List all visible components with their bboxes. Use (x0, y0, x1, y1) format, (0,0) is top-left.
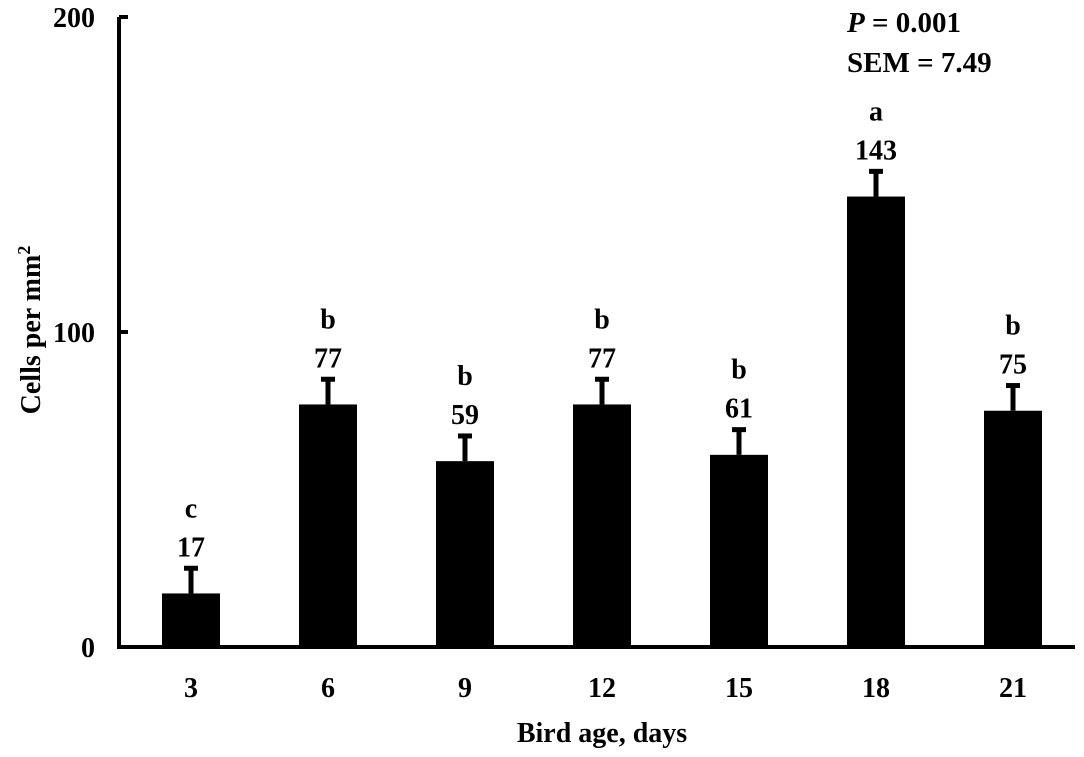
sem-annotation: SEM = 7.49 (847, 47, 992, 79)
x-tick-label: 6 (321, 673, 335, 704)
data-label-value: 143 (855, 135, 897, 166)
data-label-letter: b (594, 304, 610, 335)
data-label-letter: c (185, 493, 197, 524)
bar (710, 454, 768, 647)
x-tick-label: 9 (458, 673, 472, 704)
y-axis-title: Cells per mm2 (14, 246, 47, 415)
bar (847, 196, 905, 648)
x-ticks-layer: 3 6 9 12 15 18 21 (184, 673, 1027, 704)
bar (299, 404, 357, 647)
bar (162, 593, 220, 647)
bar (573, 404, 631, 647)
error-bars-layer (184, 168, 1020, 594)
bar (984, 410, 1042, 647)
data-labels-layer: 17 c 77 b 59 b 77 b 61 b 143 a 75 b (177, 96, 1027, 563)
p-symbol: P (846, 7, 865, 39)
data-label-value: 75 (999, 350, 1027, 381)
data-label-letter: a (869, 96, 883, 127)
y-tick-label: 100 (53, 318, 95, 349)
x-tick-label: 12 (588, 673, 616, 704)
data-label-value: 77 (588, 343, 616, 374)
x-axis-title: Bird age, days (517, 718, 687, 749)
x-tick-label: 21 (999, 673, 1027, 704)
data-label-value: 61 (725, 394, 753, 425)
x-tick-label: 18 (862, 673, 890, 704)
p-value: = 0.001 (865, 7, 961, 39)
data-label-value: 59 (451, 400, 479, 431)
x-tick-label: 3 (184, 673, 198, 704)
p-value-annotation: P = 0.001 (846, 7, 961, 39)
data-label-letter: b (1005, 311, 1021, 342)
data-label-letter: b (731, 355, 747, 386)
data-label-value: 77 (314, 343, 342, 374)
y-axis-title-superscript: 2 (14, 246, 34, 255)
y-axis-title-main: Cells per mm (16, 255, 47, 415)
y-ticks-layer: 0 100 200 (53, 3, 128, 664)
data-label-letter: b (320, 304, 336, 335)
bar (436, 461, 494, 647)
y-tick-label: 0 (81, 633, 95, 664)
data-label-value: 17 (177, 532, 205, 563)
bars-layer (162, 196, 1042, 648)
y-tick-label: 200 (53, 3, 95, 34)
data-label-letter: b (457, 361, 473, 392)
x-tick-label: 15 (725, 673, 753, 704)
